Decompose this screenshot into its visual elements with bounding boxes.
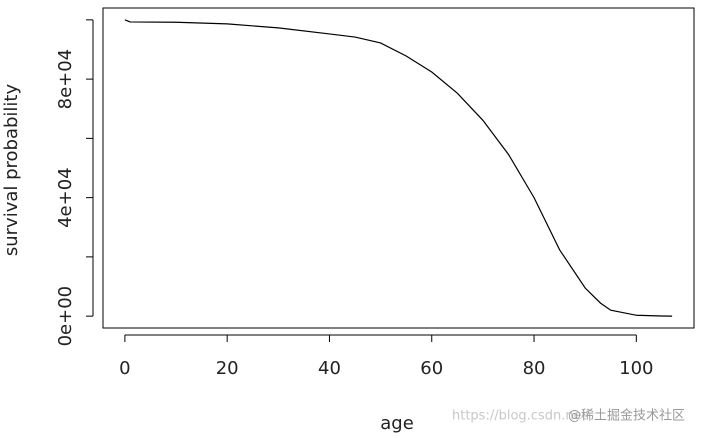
x-tick-label: 20 [216, 358, 239, 379]
x-axis-label: age [380, 413, 414, 434]
y-tick-label: 8e+04 [55, 49, 76, 110]
survival-line [124, 19, 673, 317]
watermark: https://blog.csdn.net [452, 409, 587, 424]
x-tick-label: 100 [619, 358, 653, 379]
watermark: @稀土掘金技术社区 [568, 408, 685, 424]
y-axis-label: survival probability [1, 84, 22, 257]
x-tick-label: 80 [523, 358, 546, 379]
y-tick-label: 0e+00 [55, 286, 76, 347]
x-tick-label: 0 [119, 358, 130, 379]
x-tick-label: 60 [420, 358, 443, 379]
plot-box [102, 7, 695, 329]
y-tick-label: 4e+04 [55, 167, 76, 228]
x-tick-label: 40 [318, 358, 341, 379]
